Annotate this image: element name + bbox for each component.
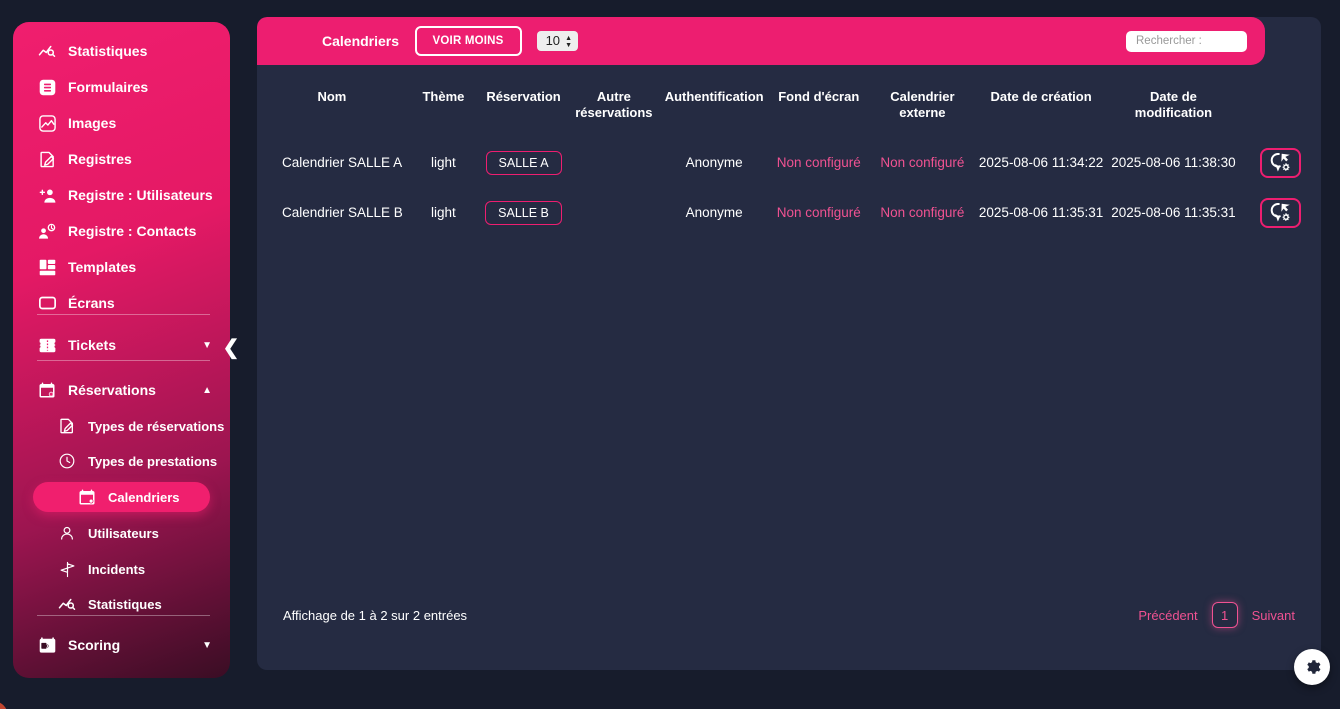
svg-text:2:0: 2:0 xyxy=(41,643,48,648)
